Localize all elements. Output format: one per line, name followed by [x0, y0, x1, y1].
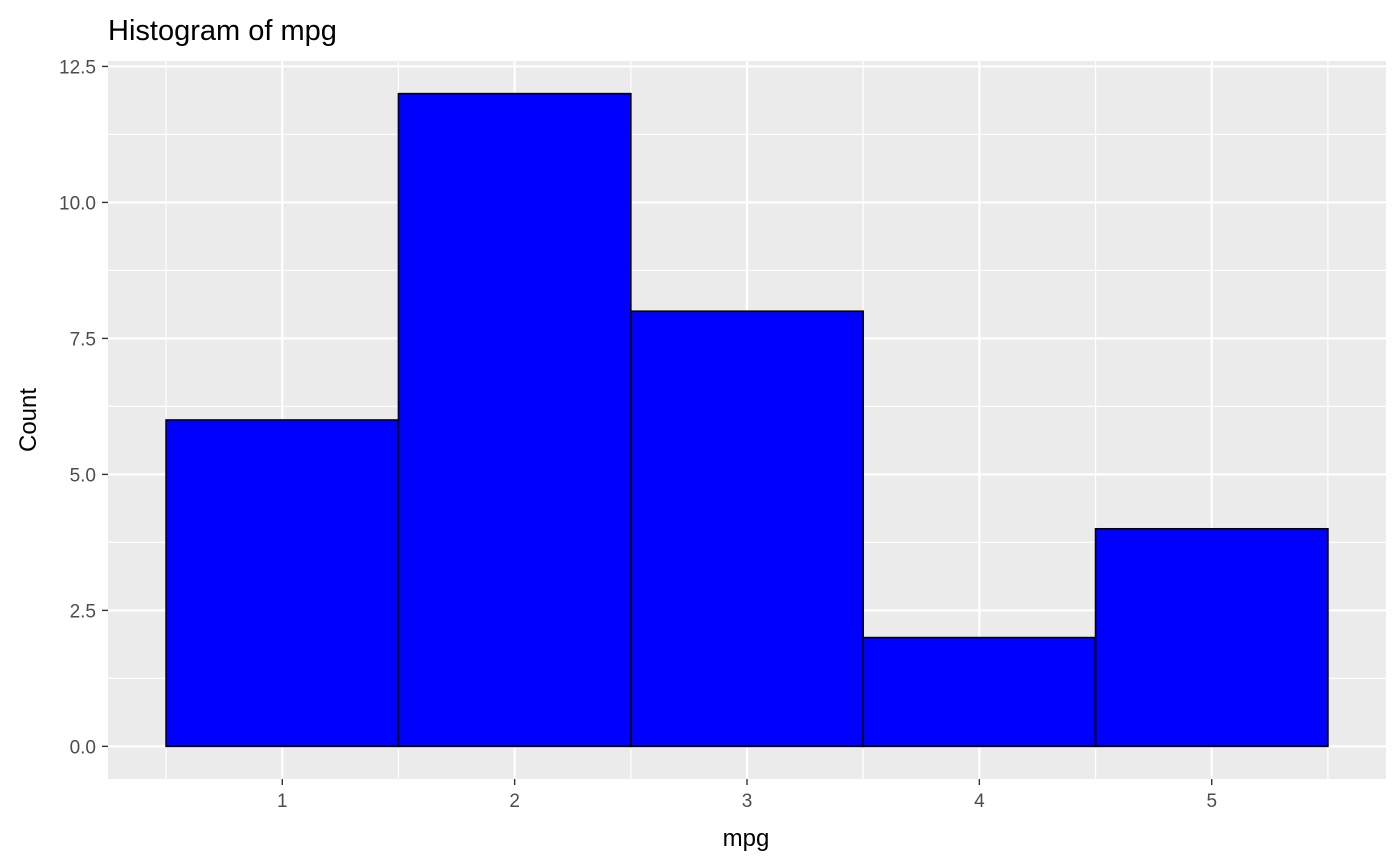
- histogram-bar: [1094, 527, 1329, 748]
- y-tick-label: 7.5: [70, 329, 96, 350]
- x-axis-title: mpg: [723, 825, 770, 852]
- x-tick-label: 5: [1206, 791, 1217, 812]
- x-tick-label: 3: [742, 791, 753, 812]
- x-axis: 1 2 3 4 5: [277, 779, 1217, 812]
- histogram-bar: [165, 419, 400, 748]
- bars: [165, 92, 1329, 748]
- y-axis-title: Count: [15, 388, 42, 452]
- x-tick-label: 2: [509, 791, 520, 812]
- histogram-bar: [397, 92, 632, 748]
- y-tick-label: 12.5: [59, 57, 96, 78]
- chart-title: Histogram of mpg: [108, 15, 337, 47]
- y-tick-label: 5.0: [70, 465, 96, 486]
- x-tick-label: 4: [974, 791, 985, 812]
- histogram-bar: [862, 636, 1097, 748]
- x-tick-label: 1: [277, 791, 288, 812]
- histogram-bar: [630, 310, 864, 748]
- y-tick-label: 10.0: [59, 193, 96, 214]
- y-tick-label: 0.0: [70, 737, 96, 758]
- y-tick-label: 2.5: [70, 601, 96, 622]
- y-axis: 0.0 2.5 5.0 7.5 10.0 12.5: [59, 57, 108, 758]
